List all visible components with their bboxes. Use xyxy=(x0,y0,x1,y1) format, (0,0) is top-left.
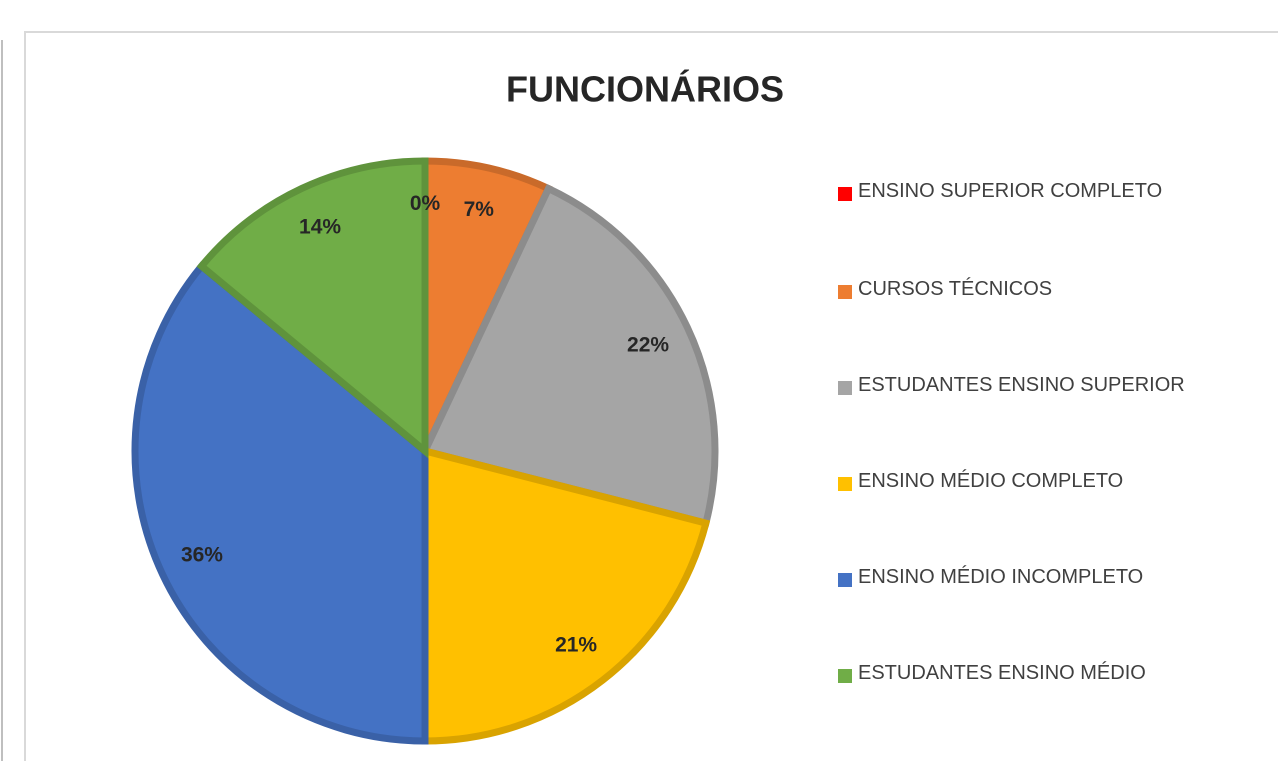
pie xyxy=(131,157,719,745)
pie-slice xyxy=(196,157,429,459)
legend-swatch xyxy=(838,187,852,201)
legend-item: ENSINO MÉDIO COMPLETO xyxy=(838,470,1123,497)
legend-swatch xyxy=(838,573,852,587)
legend-label: CURSOS TÉCNICOS xyxy=(858,278,1053,300)
legend-item: ESTUDANTES ENSINO SUPERIOR xyxy=(838,374,1185,401)
legend-item: ESTUDANTES ENSINO MÉDIO xyxy=(838,662,1146,689)
pie-slice xyxy=(131,261,429,745)
pie-slice xyxy=(420,183,719,528)
legend-swatch xyxy=(838,477,852,491)
legend-label: ENSINO MÉDIO INCOMPLETO xyxy=(858,566,1144,588)
legend-item: ENSINO MÉDIO INCOMPLETO xyxy=(838,566,1143,593)
legend-item: ENSINO SUPERIOR COMPLETO xyxy=(838,180,1162,207)
data-label: 21% xyxy=(555,633,597,656)
legend-swatch xyxy=(838,381,852,395)
data-label: 22% xyxy=(627,334,669,357)
pie-slice xyxy=(421,446,711,745)
legend-label: ENSINO MÉDIO COMPLETO xyxy=(858,470,1124,492)
legend-label: ENSINO SUPERIOR COMPLETO xyxy=(858,180,1163,202)
legend-swatch xyxy=(838,669,852,683)
data-label: 36% xyxy=(181,544,223,567)
legend-label: ESTUDANTES ENSINO MÉDIO xyxy=(858,662,1146,684)
legend-swatch xyxy=(838,285,852,299)
data-label: 14% xyxy=(299,216,341,239)
legend-label: ESTUDANTES ENSINO SUPERIOR xyxy=(858,374,1185,396)
data-label: 0% xyxy=(410,192,441,215)
chart-title: FUNCIONÁRIOS xyxy=(506,69,784,110)
legend-item: CURSOS TÉCNICOS xyxy=(838,278,1052,305)
data-label: 7% xyxy=(464,198,495,221)
